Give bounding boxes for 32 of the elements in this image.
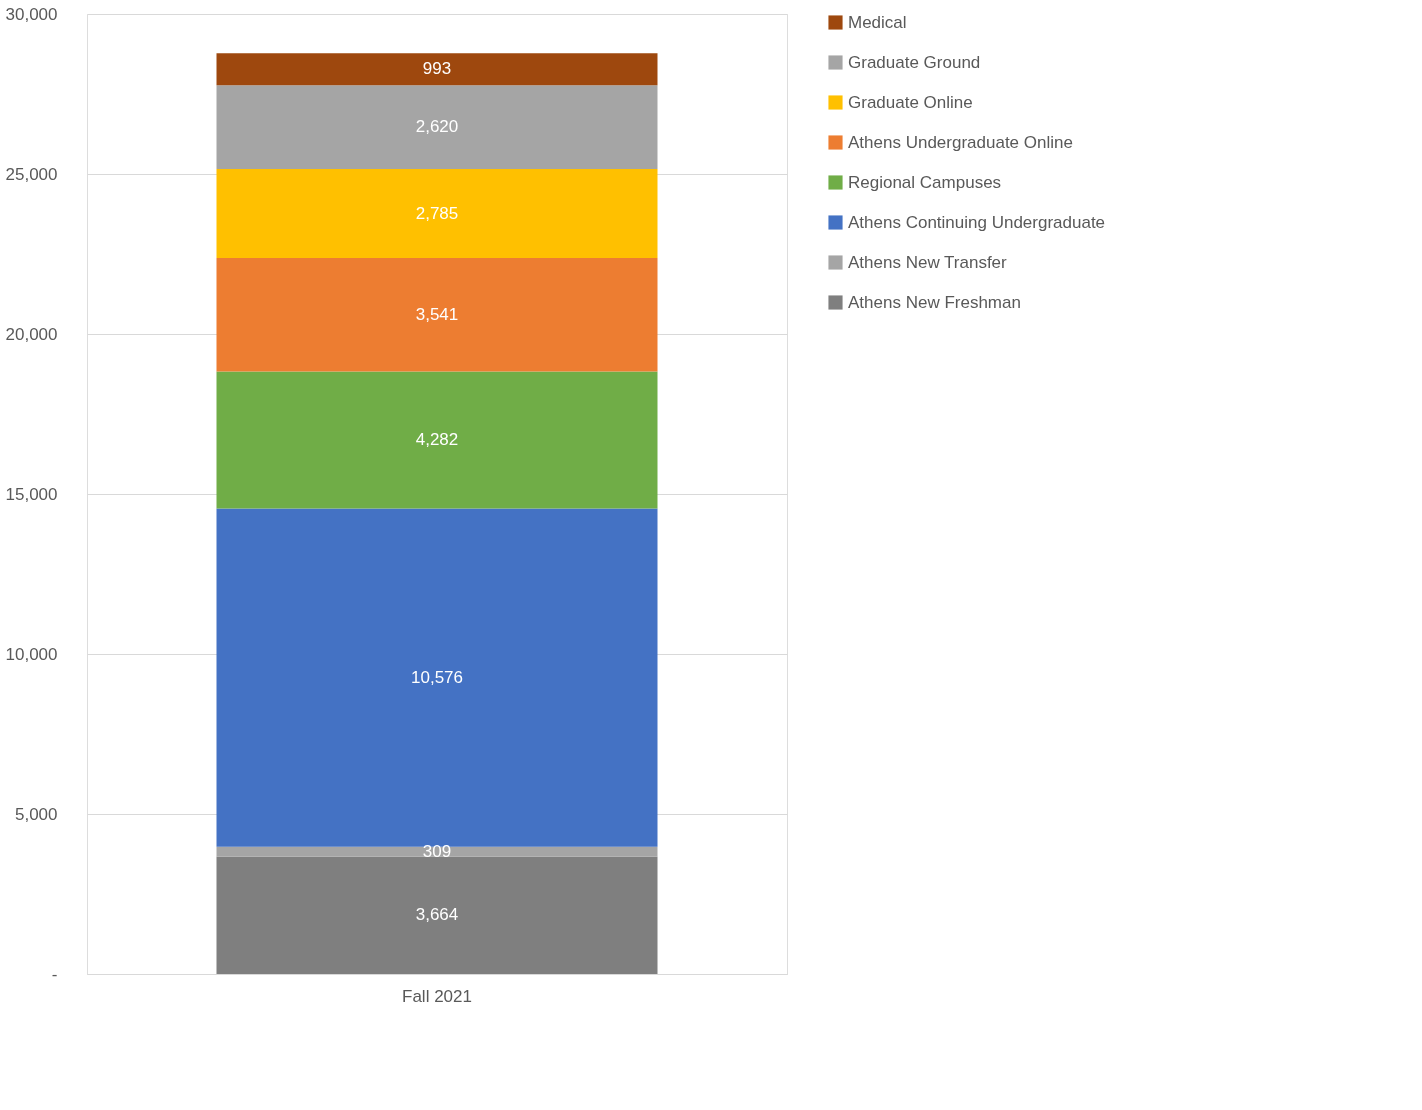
y-tick-label: 5,000 <box>14 804 58 824</box>
data-label: 309 <box>422 841 452 861</box>
bar <box>216 168 658 259</box>
legend-label: Graduate Ground <box>848 52 981 72</box>
legend-label: Athens Undergraduate Online <box>848 132 1073 152</box>
bar <box>216 846 658 857</box>
y-tick-label: 15,000 <box>5 484 58 504</box>
y-tick-label: 10,000 <box>5 644 58 664</box>
data-label: 3,664 <box>415 905 459 925</box>
y-tick-label: 30,000 <box>5 4 58 24</box>
bar <box>216 53 658 86</box>
bar <box>216 508 658 847</box>
legend-label: Regional Campuses <box>848 172 1002 192</box>
legend-label: Athens New Transfer <box>848 252 1008 272</box>
bar <box>216 258 658 372</box>
bar <box>216 371 658 509</box>
bar <box>216 85 658 169</box>
y-tick-label: 25,000 <box>5 164 58 184</box>
data-label: 3,541 <box>415 304 459 324</box>
legend-label: Athens New Freshman <box>848 292 1021 312</box>
data-label: 10,576 <box>411 667 463 687</box>
data-label: 4,282 <box>415 429 459 449</box>
legend-label: Graduate Online <box>848 92 973 112</box>
legend-label: Medical <box>848 12 907 32</box>
bar <box>216 856 658 974</box>
y-tick-label: 20,000 <box>5 324 58 344</box>
data-label: 2,620 <box>415 117 459 137</box>
data-label: 993 <box>422 59 452 79</box>
legend-label: Athens Continuing Undergraduate <box>848 212 1106 232</box>
y-tick-label: - <box>51 964 58 984</box>
data-label: 2,785 <box>415 203 459 223</box>
x-tick-label: Fall 2021 <box>402 986 472 1006</box>
